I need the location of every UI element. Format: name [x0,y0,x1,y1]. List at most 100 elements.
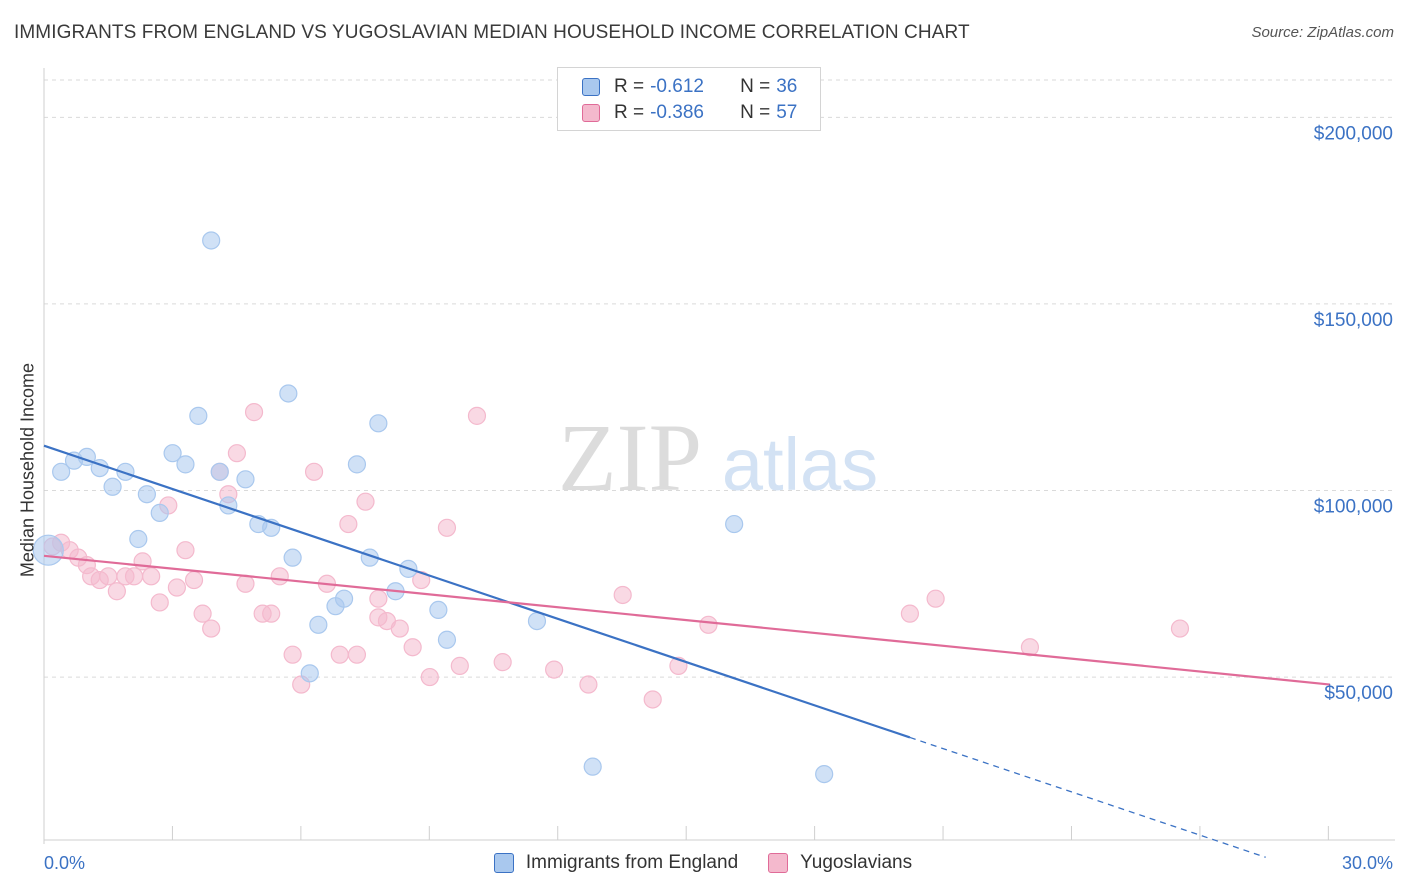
legend-label-yugoslavians: Yugoslavians [800,852,913,873]
point-england [103,477,122,496]
point-yugoslavians [450,656,469,675]
point-yugoslavians [347,645,367,664]
point-yugoslavians [262,604,281,623]
point-england [725,514,744,534]
y-tick-label: $100,000 [1314,496,1393,517]
stats-r-value: -0.386 [650,102,704,123]
point-england [137,485,156,504]
stats-r-label: R = [614,102,645,123]
point-yugoslavians [227,444,246,463]
stats-row-yugoslavians: R = -0.386 N = 57 [582,101,797,125]
y-tick-label: $150,000 [1314,310,1393,331]
watermark-zip: ZIP [558,404,702,511]
point-yugoslavians [403,638,422,657]
point-yugoslavians [202,619,221,638]
stats-swatch-yugoslavians [582,104,600,122]
point-england [176,455,195,474]
chart-title: IMMIGRANTS FROM ENGLAND VS YUGOSLAVIAN M… [14,22,970,43]
point-england [202,231,221,250]
x-axis [43,68,1395,844]
stats-r-value: -0.612 [650,76,704,97]
point-yugoslavians [613,585,632,605]
point-england [429,600,448,620]
point-yugoslavians [142,567,161,586]
point-yugoslavians [369,589,388,608]
point-england [150,503,169,522]
point-yugoslavians [579,675,598,694]
point-england [210,462,229,481]
legend-item-yugoslavians[interactable]: Yugoslavians [768,852,912,874]
point-england [300,664,319,683]
point-england [334,589,354,608]
stats-box: R = -0.612 N = 36 R = -0.386 N = 57 [557,67,821,131]
point-yugoslavians [1170,619,1190,638]
stats-n-label: N = [740,76,771,97]
stats-n-value: 57 [776,102,798,123]
y-tick-labels: $50,000 $100,000 $150,000 $200,000 [1314,123,1393,704]
point-yugoslavians [493,653,512,672]
point-yugoslavians [643,690,662,709]
watermark-atlas: atlas [722,423,878,506]
point-yugoslavians [193,604,212,623]
point-yugoslavians [1020,638,1040,657]
point-yugoslavians [167,578,186,597]
point-yugoslavians [420,667,439,687]
legend-item-england[interactable]: Immigrants from England [493,852,739,874]
trend-line-yugoslavians [43,554,1331,686]
point-yugoslavians [390,619,409,638]
point-england [369,414,388,433]
point-yugoslavians [270,567,289,586]
legend-swatch-yugoslavians [768,853,789,873]
watermark: ZIP atlas [558,404,878,511]
y-axis-label: Median Household Income [17,362,38,578]
y-tick-label: $200,000 [1314,123,1393,144]
point-yugoslavians [412,570,431,590]
x-tick-label-right: 30.0% [1342,853,1393,873]
point-england [347,455,367,474]
chart-source: Source: ZipAtlas.com [1251,24,1394,41]
trend-line-england-extension [909,736,1266,858]
legend-label-england: Immigrants from England [525,852,739,873]
point-england [129,529,148,549]
point-yugoslavians [467,406,487,425]
y-tick-label: $50,000 [1324,683,1393,704]
point-yugoslavians [150,593,169,612]
stats-n-value: 36 [776,76,798,97]
point-yugoslavians [283,645,302,664]
point-yugoslavians [545,660,564,679]
point-yugoslavians [124,567,144,586]
point-england [189,406,208,425]
point-yugoslavians [699,615,718,634]
point-yugoslavians [184,570,204,590]
point-england [236,470,255,489]
legend-swatch-england [493,853,514,873]
point-yugoslavians [369,608,388,627]
trend-line-england [43,444,911,739]
point-england [283,548,302,567]
point-yugoslavians [356,492,375,511]
stats-r-label: R = [614,76,645,97]
point-yugoslavians [107,582,126,601]
point-yugoslavians [99,567,118,586]
x-tick-label-left: 0.0% [44,853,85,873]
point-england [163,444,182,463]
point-yugoslavians [304,462,324,481]
point-yugoslavians [236,574,255,593]
stats-swatch-england [582,78,600,96]
point-england [437,630,457,649]
point-yugoslavians [900,604,920,623]
stats-n-label: N = [740,102,771,123]
point-yugoslavians [339,514,358,534]
point-england [527,611,547,631]
point-yugoslavians [176,541,195,560]
point-england [583,757,602,776]
point-england [279,384,298,403]
point-yugoslavians [244,403,264,422]
stats-row-england: R = -0.612 N = 36 [582,75,797,99]
point-england [116,462,135,481]
chart-legend: Immigrants from England Yugoslavians [0,852,1406,874]
point-england [815,764,834,784]
point-england [52,462,71,481]
point-yugoslavians [437,518,457,537]
